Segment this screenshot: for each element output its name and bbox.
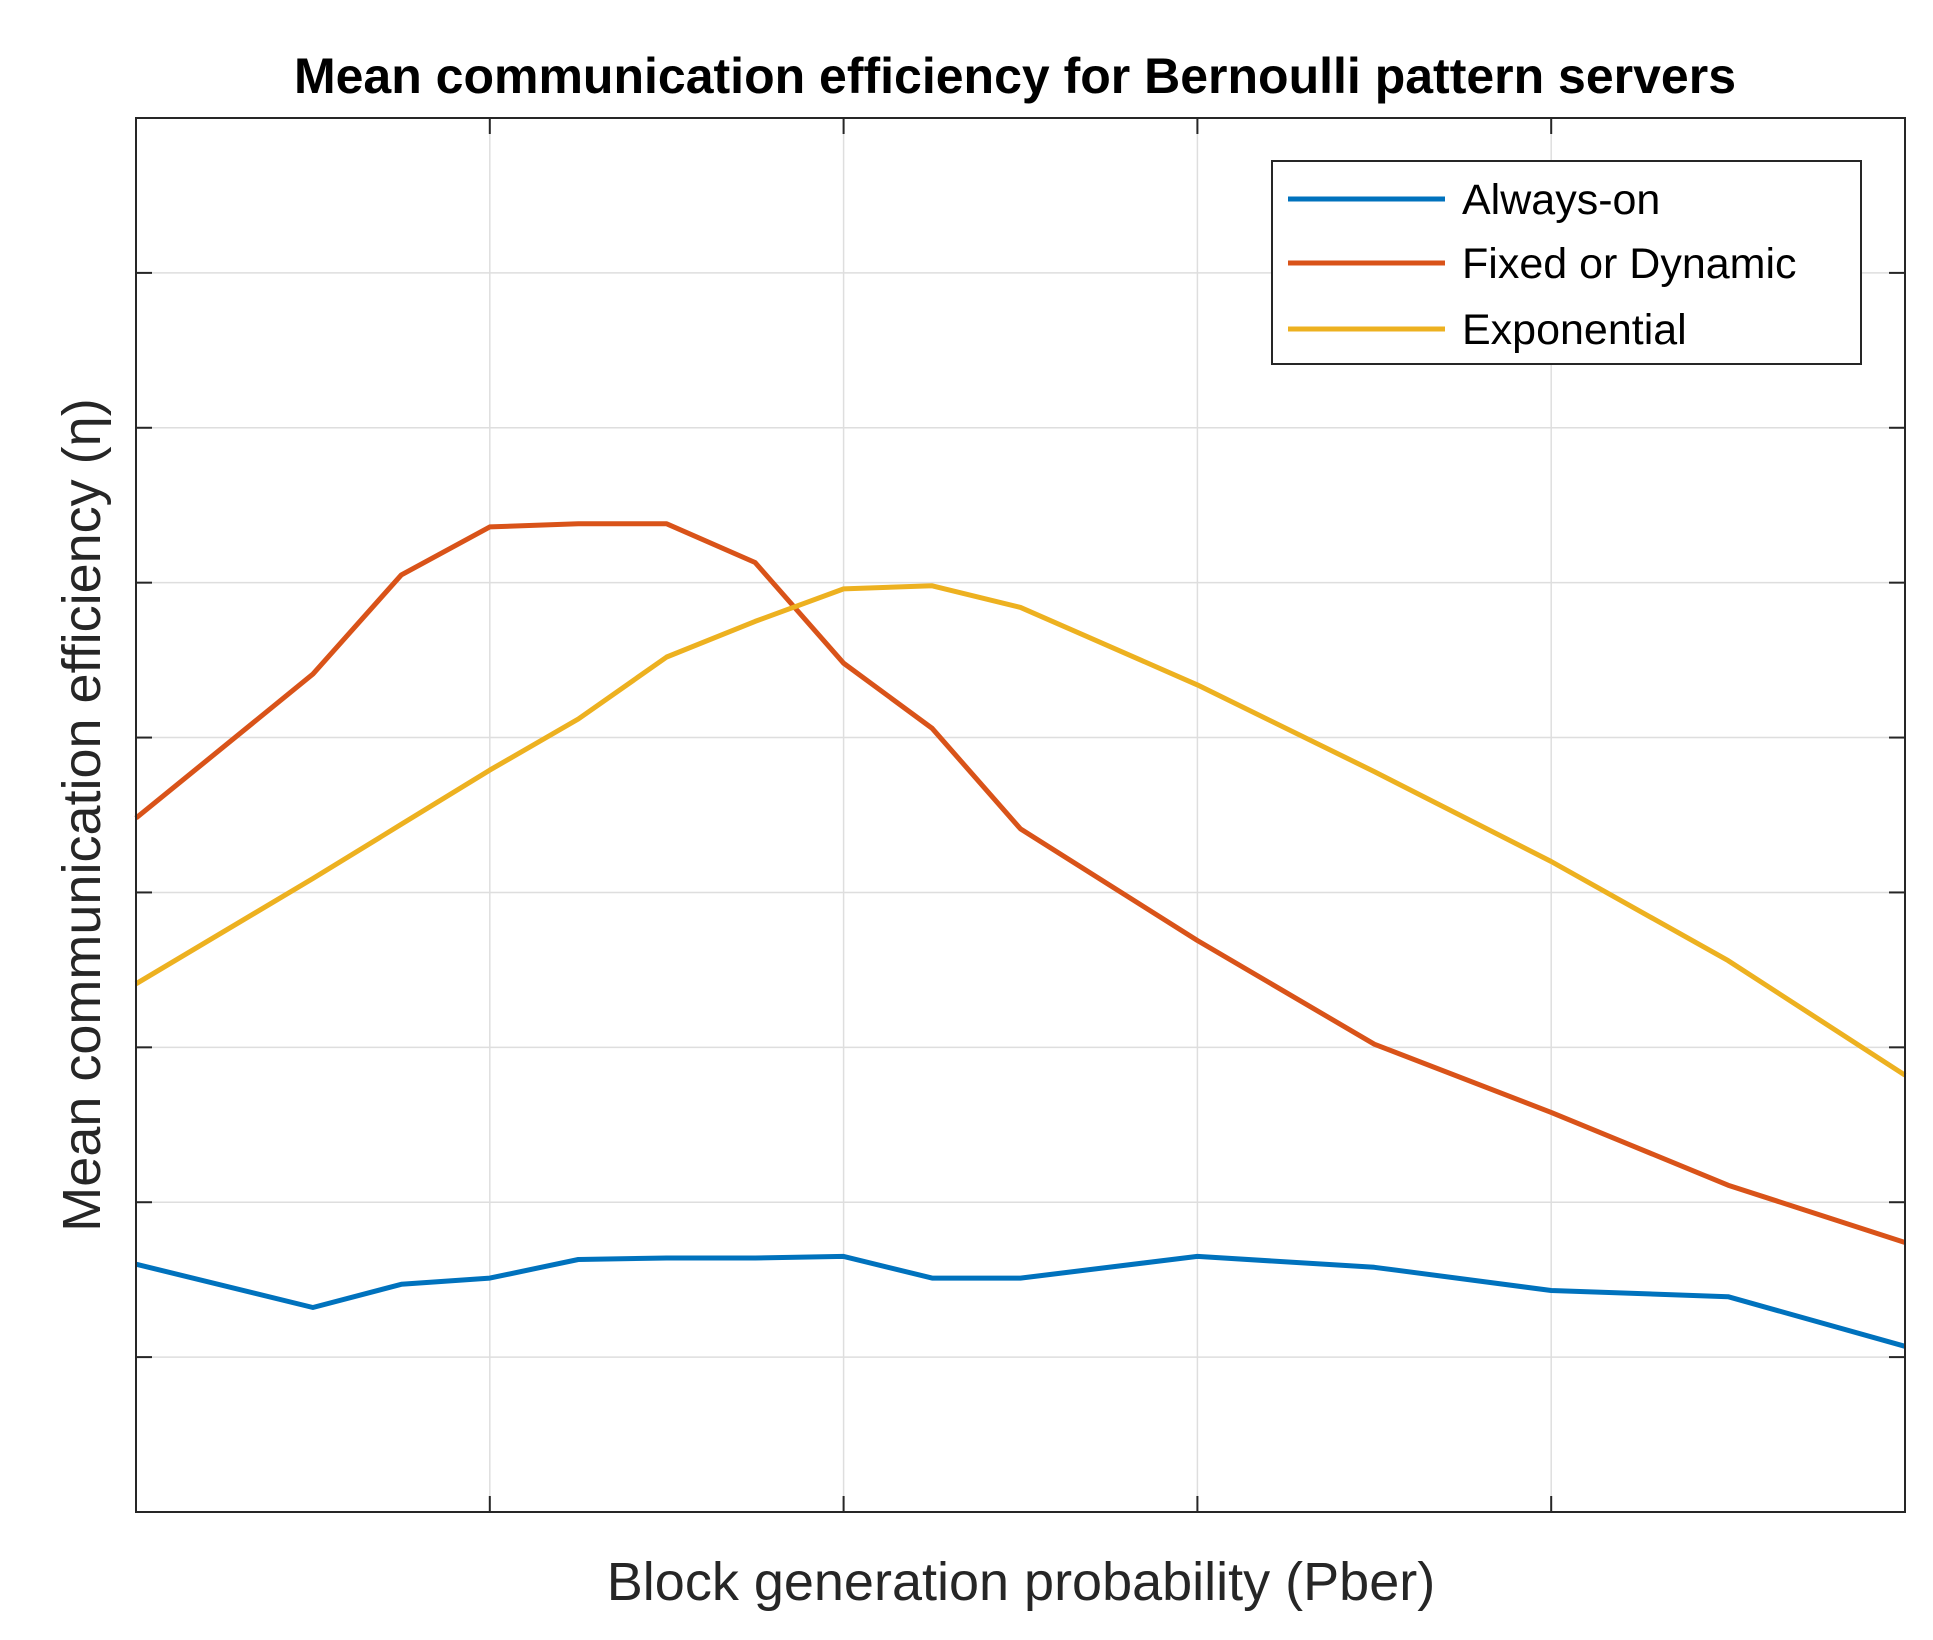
legend-label-exponential: Exponential — [1462, 306, 1687, 354]
series-line-always-on — [135, 1253, 1906, 1349]
chart-title: Mean communication efficiency for Bernou… — [294, 48, 1736, 104]
series-layer — [134, 521, 1907, 1349]
y-axis-label: Mean communication efficiency (η) — [52, 398, 112, 1231]
plot-area-frame — [135, 117, 1906, 1513]
legend-label-always-on: Always-on — [1462, 176, 1660, 224]
x-axis-label: Block generation probability (Pber) — [607, 1552, 1435, 1612]
series-line-fixed-or-dynamic — [134, 521, 1906, 1245]
legend: Always-on Fixed or Dynamic Exponential — [1271, 160, 1862, 365]
series-line-exponential — [134, 583, 1907, 1078]
legend-label-fixed-or-dynamic: Fixed or Dynamic — [1462, 240, 1797, 288]
grid — [136, 118, 1905, 1512]
